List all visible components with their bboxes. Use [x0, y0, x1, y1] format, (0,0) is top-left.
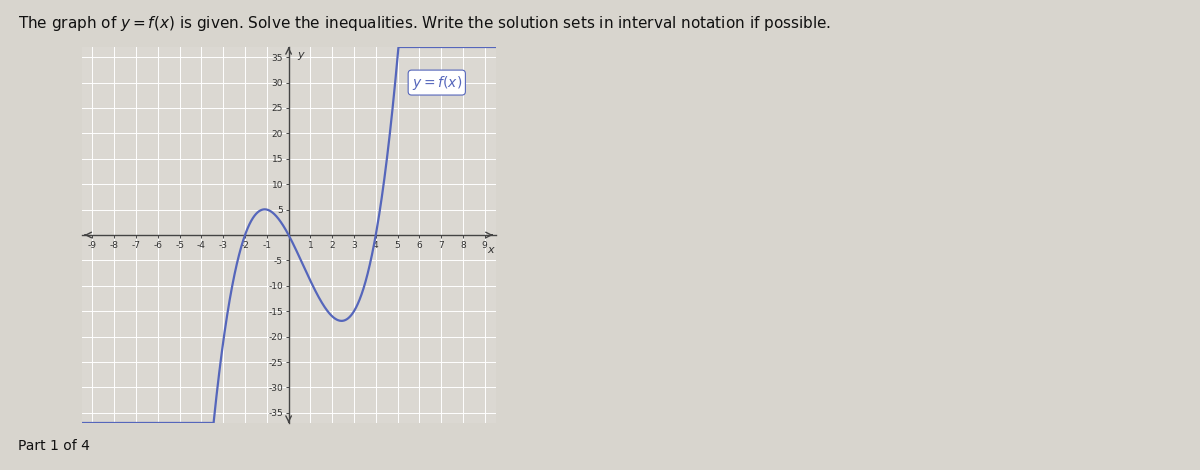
Text: Part 1 of 4: Part 1 of 4: [18, 439, 90, 453]
Text: y: y: [298, 49, 304, 60]
Text: $y = f(x)$: $y = f(x)$: [412, 74, 462, 92]
Text: The graph of $y=f(x)$ is given. Solve the inequalities. Write the solution sets : The graph of $y=f(x)$ is given. Solve th…: [18, 14, 832, 33]
Text: x: x: [487, 245, 493, 255]
